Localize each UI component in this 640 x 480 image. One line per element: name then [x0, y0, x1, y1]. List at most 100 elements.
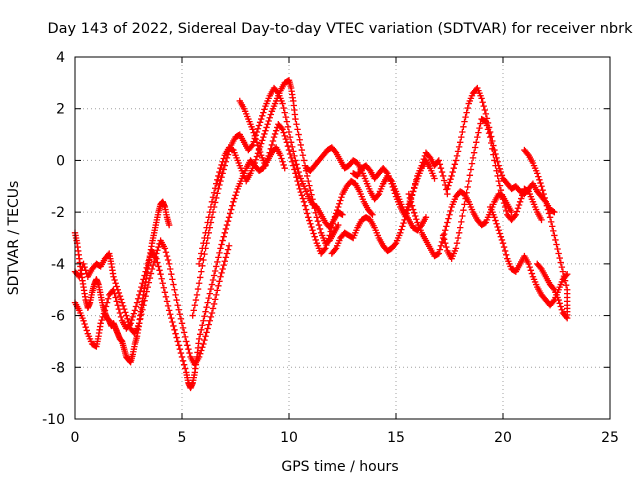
- data-point: [313, 214, 321, 221]
- data-point: [331, 246, 339, 253]
- data-point: [134, 295, 142, 302]
- data-point: [277, 152, 284, 159]
- data-point: [287, 154, 295, 162]
- data-point: [146, 274, 154, 282]
- data-point: [261, 106, 268, 113]
- data-point: [203, 329, 210, 336]
- data-point: [492, 217, 499, 224]
- data-point: [547, 218, 555, 226]
- data-point: [204, 219, 211, 226]
- data-point: [278, 124, 285, 132]
- data-point: [442, 239, 449, 247]
- data-point: [538, 216, 545, 224]
- data-point: [546, 214, 554, 221]
- data-point: [260, 109, 267, 116]
- data-point: [129, 313, 136, 321]
- data-point: [143, 288, 150, 295]
- data-point: [103, 299, 111, 306]
- data-point: [481, 106, 489, 114]
- series-sat-m: [486, 203, 571, 309]
- data-point: [445, 182, 452, 189]
- data-point: [321, 246, 328, 253]
- data-point: [130, 310, 138, 317]
- data-point: [177, 315, 185, 323]
- data-point: [495, 227, 502, 234]
- series-sat-n: [521, 146, 571, 322]
- data-point: [316, 225, 324, 233]
- data-point: [470, 149, 478, 156]
- data-point: [118, 299, 126, 306]
- data-point: [280, 129, 287, 136]
- data-point: [176, 311, 184, 318]
- data-point: [449, 168, 456, 176]
- x-tick-labels: 0 5 10 15 20 25: [71, 430, 619, 446]
- data-point: [413, 176, 420, 184]
- data-point: [498, 191, 506, 198]
- data-point: [80, 260, 87, 268]
- data-point: [309, 227, 316, 234]
- data-point: [198, 347, 205, 354]
- data-point: [283, 139, 291, 146]
- data-point: [255, 145, 263, 152]
- data-point: [139, 280, 146, 287]
- data-point: [186, 349, 193, 357]
- data-point: [538, 183, 545, 190]
- data-point: [268, 141, 276, 149]
- data-point: [282, 135, 289, 143]
- data-point: [514, 205, 522, 212]
- y-tick-label: -2: [51, 205, 65, 221]
- data-point: [499, 196, 507, 203]
- data-point: [501, 203, 509, 211]
- data-point: [561, 277, 569, 284]
- data-point: [173, 334, 180, 341]
- data-point: [444, 185, 451, 193]
- data-point: [216, 181, 223, 189]
- data-point: [77, 270, 84, 277]
- data-point: [413, 216, 420, 223]
- data-point: [407, 198, 415, 205]
- data-point: [262, 127, 269, 134]
- data-point: [253, 153, 261, 160]
- data-point: [136, 291, 143, 299]
- data-point: [526, 263, 533, 271]
- data-point: [144, 283, 151, 291]
- data-point: [202, 333, 209, 340]
- data-point: [559, 268, 567, 275]
- data-point: [264, 121, 271, 128]
- data-point: [366, 166, 373, 173]
- data-point: [469, 154, 477, 162]
- data-point: [491, 146, 498, 154]
- data-point: [335, 221, 342, 229]
- data-point: [296, 185, 303, 193]
- data-point: [225, 242, 233, 249]
- data-point: [547, 282, 555, 290]
- data-point: [165, 307, 173, 314]
- data-point: [467, 166, 475, 173]
- data-point: [495, 162, 502, 169]
- data-point: [178, 353, 186, 361]
- data-point: [410, 184, 418, 191]
- data-point: [207, 285, 215, 293]
- data-point: [489, 137, 496, 145]
- data-point: [476, 124, 483, 132]
- data-point: [220, 261, 227, 269]
- data-point: [291, 166, 298, 173]
- data-point: [293, 161, 300, 168]
- data-point: [220, 166, 227, 173]
- data-point: [524, 150, 531, 158]
- data-point: [110, 286, 117, 293]
- data-point: [170, 281, 177, 288]
- data-point: [254, 125, 262, 132]
- data-point: [260, 133, 267, 141]
- data-point: [145, 279, 153, 286]
- data-point: [431, 175, 438, 182]
- data-point: [397, 229, 404, 237]
- data-point: [200, 317, 207, 324]
- data-point: [515, 201, 523, 209]
- data-point: [208, 198, 216, 205]
- data-point: [115, 305, 123, 313]
- data-point: [145, 257, 153, 264]
- data-point: [550, 298, 557, 305]
- data-point: [204, 325, 211, 332]
- data-point: [490, 142, 497, 149]
